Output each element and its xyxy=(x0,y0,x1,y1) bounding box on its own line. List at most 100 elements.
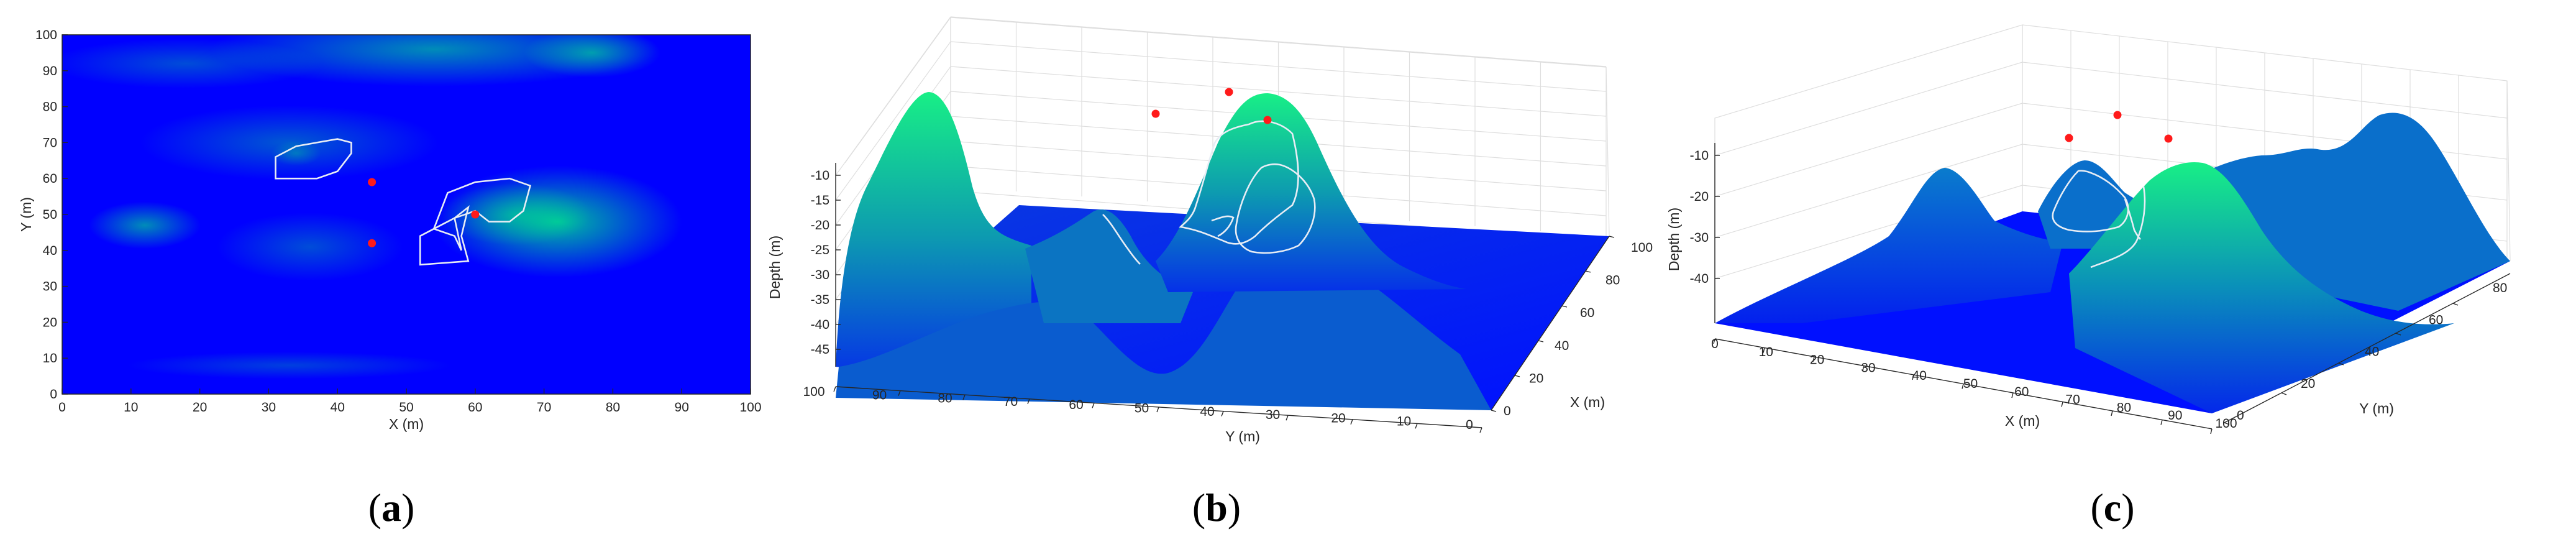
heatmap-xtick-label: 100 xyxy=(739,400,761,415)
surface-b-xtick-mark xyxy=(1585,270,1591,273)
surface-c-ztick-label: -20 xyxy=(1690,190,1709,204)
heatmap-target-2 xyxy=(368,239,377,247)
surface-b-zgrid xyxy=(835,16,951,176)
panel-label-a: (a) xyxy=(368,485,415,530)
surface-c-xtick-mark xyxy=(2111,410,2113,416)
surface-c xyxy=(1715,111,2510,413)
heatmap-blob xyxy=(62,39,323,89)
surface-c-xtick-label: 0 xyxy=(1711,337,1719,351)
surface-b-ytick-mark xyxy=(1350,419,1353,425)
heatmap-ytick-label: 80 xyxy=(43,100,57,114)
surface-c-ytick-label: 0 xyxy=(2237,408,2244,423)
heatmap-ytick-label: 70 xyxy=(43,136,57,150)
surface-c-xtick-mark xyxy=(1862,365,1865,371)
heatmap-ytick-label: 30 xyxy=(43,280,57,294)
heatmap-xtick-label: 20 xyxy=(193,400,207,415)
panel-label-b-letter: b xyxy=(1205,485,1228,530)
surface-c-target-2 xyxy=(2113,111,2122,119)
surface-c-ylabel: Y (m) xyxy=(2359,400,2394,416)
panel-label-c-letter: c xyxy=(2104,485,2121,530)
surface-b-xtick-mark xyxy=(1538,340,1544,342)
surface-b-ytick-mark xyxy=(1479,427,1482,433)
panel-label-a-letter: a xyxy=(381,485,401,530)
heatmap-blob xyxy=(88,201,201,249)
heatmap-blob xyxy=(140,105,439,180)
surface-c-ytick-label: 20 xyxy=(2301,377,2315,391)
surface-c-outline-3 xyxy=(2090,186,2146,269)
heatmap-target-3 xyxy=(471,210,480,219)
heatmap-blob xyxy=(524,35,661,78)
surface-b-ytick-label: 20 xyxy=(1331,411,1345,425)
surface-b-ylabel: Y (m) xyxy=(1225,428,1260,444)
surface-b-xlabel: X (m) xyxy=(1570,394,1605,410)
heatmap-xtick-label: 80 xyxy=(606,400,620,415)
surface-b-outline-1 xyxy=(1179,120,1299,245)
heatmap-xtick-label: 90 xyxy=(675,400,689,415)
surface-c-xtick-mark xyxy=(1763,347,1765,353)
surface-c-ytick-label: 40 xyxy=(2365,345,2379,359)
heatmap-target-1 xyxy=(368,178,377,186)
surface-c-xtick-mark xyxy=(2210,428,2213,434)
heatmap-xtick-label: 50 xyxy=(399,400,413,415)
surface-c-ytick-label: 80 xyxy=(2493,281,2507,295)
surface-b-ztick-label: -45 xyxy=(811,342,829,357)
surface-c-xtick-label: 10 xyxy=(1759,345,1773,359)
surface-b-outline-2 xyxy=(1235,163,1316,254)
surface-b-xtick-label: 100 xyxy=(1631,241,1653,255)
surface-c-ytick-mark xyxy=(2338,362,2344,365)
surface-b-hill-front xyxy=(836,255,1491,410)
panel-label-c: (c) xyxy=(2090,485,2134,530)
surface-c-xtick-mark xyxy=(1912,374,1914,380)
surface-c-xtick-mark xyxy=(2160,420,2163,425)
surface-b-ytick-mark xyxy=(1156,407,1159,413)
surface-c-xtick-label: 90 xyxy=(2168,408,2182,423)
surface-c-xtick-mark xyxy=(2061,402,2063,407)
surface-c-ytick-mark xyxy=(2395,333,2401,336)
heatmap-blob xyxy=(442,183,591,246)
surface-c-outline-2 xyxy=(2124,198,2141,240)
surface-b-ytick-label: 90 xyxy=(872,388,887,402)
heatmap-ytick-label: 20 xyxy=(43,315,57,329)
surface-c-xtick-label: 50 xyxy=(1963,377,1978,391)
surface-c-xlabel: X (m) xyxy=(2005,413,2040,429)
surface-c-ztick-label: -10 xyxy=(1690,149,1709,163)
surface-c-ytick-mark xyxy=(2452,303,2459,306)
surface-c-target-1 xyxy=(2065,134,2073,142)
surface-b-ytick-label: 100 xyxy=(803,385,824,399)
panel-c: -10-20-30-400102030405060708090100020406… xyxy=(1666,24,2511,530)
surface-b-ytick-label: 0 xyxy=(1466,418,1473,432)
surface-c-xtick-label: 40 xyxy=(1912,369,1927,383)
heatmap-ytick-label: 90 xyxy=(43,64,57,78)
surface-b-ztick-label: -40 xyxy=(811,318,829,332)
surface-c-ticks: -10-20-30-400102030405060708090100020406… xyxy=(1690,149,2507,434)
surface-b-xtick-label: 40 xyxy=(1555,339,1569,353)
surface-b-hill-left xyxy=(836,92,1031,379)
surface-b-ytick-label: 80 xyxy=(938,392,952,406)
surface-c-peak xyxy=(2069,162,2454,413)
heatmap-field xyxy=(62,35,682,379)
surface-b-target-1 xyxy=(1151,109,1160,118)
surface-c-outline-1 xyxy=(2052,170,2129,232)
heatmap-ytick-label: 50 xyxy=(43,208,57,222)
surface-c-zgrid xyxy=(1714,62,2023,156)
surface-b-target-3 xyxy=(1263,116,1272,124)
heatmap-xtick-label: 70 xyxy=(537,400,551,415)
heatmap-targets xyxy=(368,178,480,247)
surface-c-xtick-mark xyxy=(1812,356,1815,362)
surface-c-xtick-label: 60 xyxy=(2014,385,2029,399)
surface-b xyxy=(836,88,1609,410)
panel-a: 0 10 20 30 40 50 60 70 80 90 100 0 10 20 30 40 50 60 70 80 9… xyxy=(18,28,762,530)
surface-b-ztick-label: -10 xyxy=(811,168,829,183)
surface-b-ztick-label: -20 xyxy=(811,218,829,232)
surface-b-ytick-label: 70 xyxy=(1003,395,1018,409)
surface-c-xtick-label: 20 xyxy=(1810,353,1824,367)
heatmap-blob xyxy=(127,351,451,379)
heatmap-ticks: 0 10 20 30 40 50 60 70 80 90 100 0 10 20 30 40 50 60 70 80 9… xyxy=(35,28,762,415)
heatmap-xtick-label: 30 xyxy=(262,400,276,415)
surface-b-ztick-label: -25 xyxy=(811,243,829,257)
surface-c-ytick-label: 60 xyxy=(2429,313,2443,327)
surface-c-hill-left xyxy=(1715,168,2063,323)
